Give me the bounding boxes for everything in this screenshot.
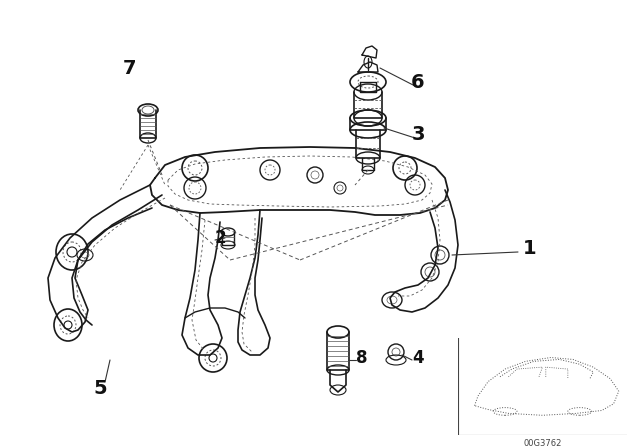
Text: 2: 2 [214,229,226,247]
Text: 00G3762: 00G3762 [524,439,561,448]
Text: 4: 4 [412,349,424,367]
Text: 6: 6 [411,73,425,91]
Text: 5: 5 [93,379,107,397]
Text: 8: 8 [356,349,368,367]
Text: 3: 3 [412,125,425,145]
Text: 1: 1 [523,238,537,258]
Text: 7: 7 [124,59,137,78]
